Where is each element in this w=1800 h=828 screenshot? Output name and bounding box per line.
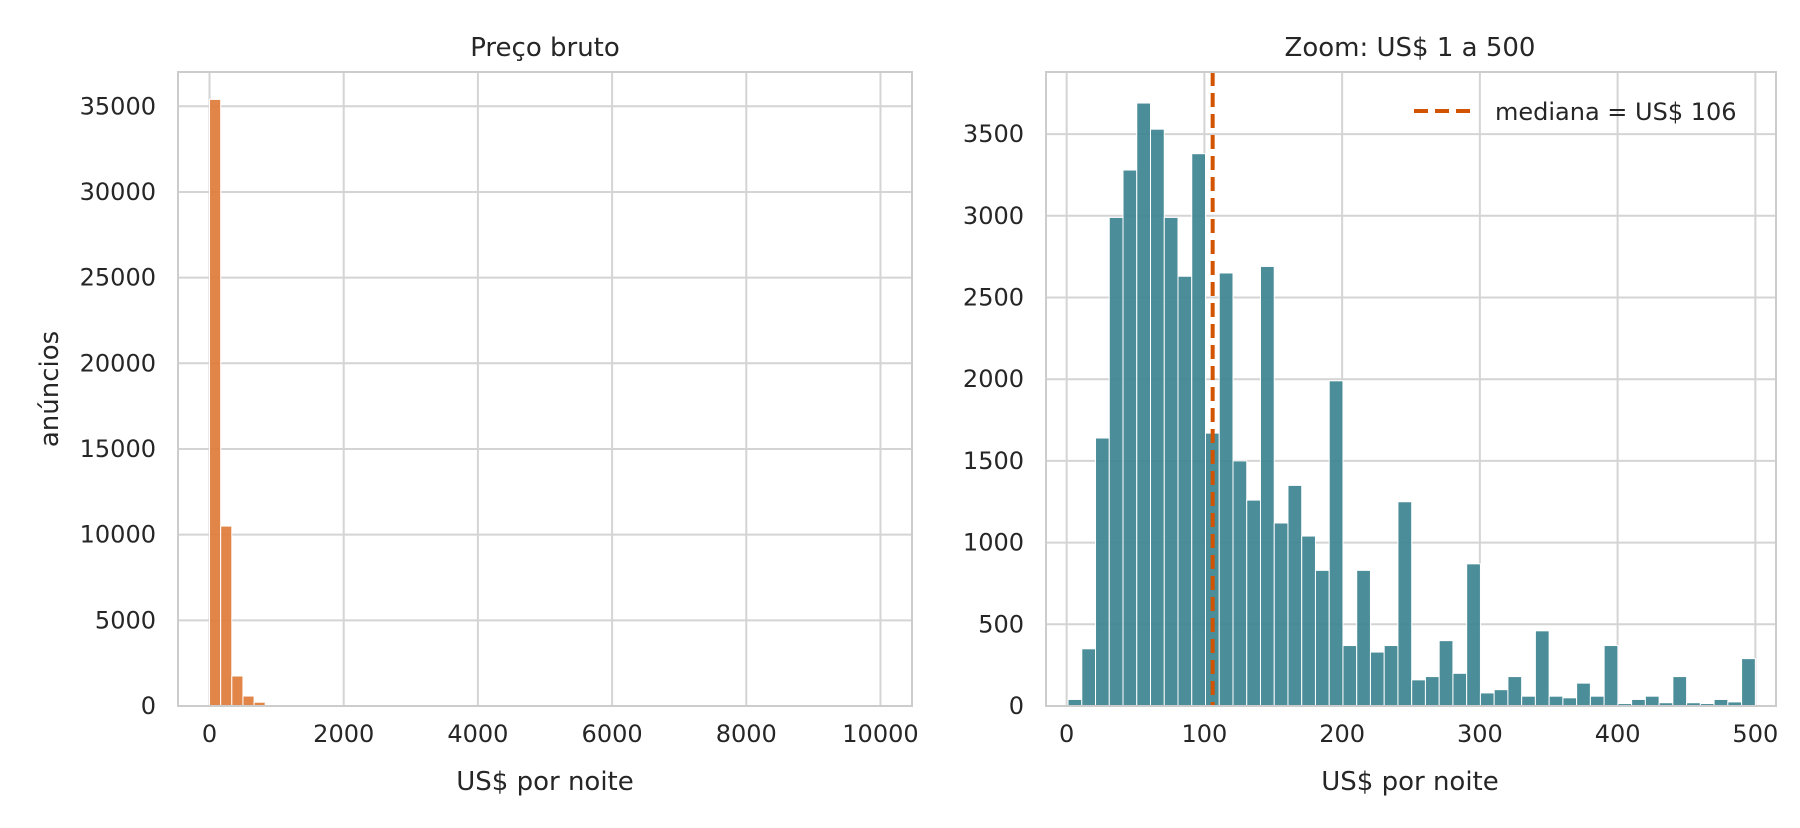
histogram-bar bbox=[1136, 102, 1152, 707]
histogram-bar bbox=[1589, 695, 1605, 707]
histogram-bar bbox=[1644, 695, 1660, 707]
histogram-bar bbox=[1328, 380, 1344, 707]
histogram-bar bbox=[1273, 522, 1289, 707]
histogram-bar bbox=[1108, 216, 1124, 707]
histogram-bar bbox=[231, 675, 244, 707]
x-tick-label: 8000 bbox=[716, 720, 777, 748]
histogram-bar bbox=[1246, 499, 1261, 707]
y-tick-label: 15000 bbox=[80, 435, 156, 463]
histogram-bar bbox=[1507, 676, 1523, 707]
y-tick-label: 10000 bbox=[80, 521, 156, 549]
histogram-bar bbox=[1314, 569, 1330, 707]
x-axis-label: US$ por noite bbox=[1321, 767, 1499, 797]
chart-title: Zoom: US$ 1 a 500 bbox=[1285, 33, 1536, 63]
histogram-bar bbox=[1287, 484, 1303, 707]
histogram-raw-price: Preço bruto 0 2000 4000 6000 8000 10000 0 5000… bbox=[35, 33, 919, 797]
x-tick-label: 4000 bbox=[447, 720, 508, 748]
plot-frame bbox=[1045, 71, 1777, 707]
y-tick-label: 500 bbox=[978, 610, 1024, 638]
histogram-bar bbox=[1534, 630, 1550, 707]
histogram-zoom: Zoom: US$ 1 a 500 mediana = US$ 106 0 100… bbox=[963, 33, 1778, 797]
x-tick-label: 0 bbox=[202, 720, 217, 748]
legend: mediana = US$ 106 bbox=[1414, 98, 1737, 126]
histogram-bar bbox=[1191, 153, 1206, 707]
y-tick-label: 20000 bbox=[80, 349, 156, 377]
histogram-bar bbox=[1259, 265, 1275, 707]
histogram-bar bbox=[1369, 651, 1385, 707]
histogram-bar bbox=[1356, 569, 1371, 707]
plot-frame bbox=[177, 71, 913, 707]
histogram-bar bbox=[1411, 679, 1426, 707]
x-tick-label: 6000 bbox=[582, 720, 643, 748]
x-tick-label: 10000 bbox=[842, 720, 918, 748]
y-tick-label: 2000 bbox=[963, 365, 1024, 393]
histogram-bar bbox=[1452, 672, 1468, 707]
histogram-bar bbox=[1218, 272, 1234, 707]
legend-label: mediana = US$ 106 bbox=[1495, 98, 1737, 126]
histogram-bar bbox=[1479, 692, 1495, 707]
y-tick-label: 3000 bbox=[963, 202, 1024, 230]
histogram-bar bbox=[1383, 645, 1399, 707]
y-tick-labels: 0 500 1000 1500 2000 2500 3000 3500 bbox=[963, 120, 1024, 720]
histogram-bar bbox=[1081, 648, 1097, 707]
histogram-bar bbox=[1122, 169, 1138, 707]
histogram-bar bbox=[1424, 676, 1440, 707]
x-axis-label: US$ por noite bbox=[456, 767, 634, 797]
histogram-bar bbox=[1150, 128, 1165, 707]
y-tick-label: 0 bbox=[1009, 692, 1024, 720]
x-tick-label: 200 bbox=[1319, 720, 1365, 748]
y-tick-labels: 0 5000 10000 15000 20000 25000 30000 35000 bbox=[80, 92, 156, 720]
histogram-bar bbox=[1301, 535, 1316, 707]
x-tick-label: 500 bbox=[1732, 720, 1778, 748]
y-tick-label: 1000 bbox=[963, 529, 1024, 557]
histogram-bar bbox=[1163, 216, 1179, 707]
x-tick-label: 400 bbox=[1595, 720, 1641, 748]
histogram-bar bbox=[220, 525, 233, 707]
histogram-bar bbox=[1562, 697, 1578, 707]
histogram-bar bbox=[1576, 682, 1591, 707]
histogram-bar bbox=[242, 695, 255, 707]
histogram-bar bbox=[1603, 645, 1619, 707]
y-tick-label: 0 bbox=[141, 692, 156, 720]
histogram-bar bbox=[1177, 275, 1193, 707]
histogram-bar bbox=[1342, 645, 1358, 707]
y-tick-label: 30000 bbox=[80, 178, 156, 206]
chart-title: Preço bruto bbox=[470, 33, 620, 63]
x-tick-label: 0 bbox=[1059, 720, 1074, 748]
y-tick-label: 25000 bbox=[80, 264, 156, 292]
x-tick-labels: 0 100 200 300 400 500 bbox=[1059, 720, 1778, 748]
histogram-bar bbox=[1741, 658, 1756, 707]
histogram-bar bbox=[1672, 676, 1688, 707]
x-tick-label: 2000 bbox=[313, 720, 374, 748]
histogram-bar bbox=[209, 98, 222, 707]
histogram-bar bbox=[1548, 695, 1564, 707]
y-tick-label: 1500 bbox=[963, 447, 1024, 475]
histogram-bar bbox=[1521, 695, 1536, 707]
y-tick-label: 5000 bbox=[95, 606, 156, 634]
histogram-bar bbox=[1095, 437, 1110, 707]
x-tick-labels: 0 2000 4000 6000 8000 10000 bbox=[202, 720, 919, 748]
y-tick-label: 2500 bbox=[963, 283, 1024, 311]
histogram-bar bbox=[1466, 563, 1481, 707]
histogram-bar bbox=[1493, 689, 1509, 707]
histogram-bar bbox=[1397, 501, 1413, 707]
x-tick-label: 100 bbox=[1181, 720, 1227, 748]
x-tick-label: 300 bbox=[1457, 720, 1503, 748]
histogram-bar bbox=[1232, 460, 1248, 707]
y-tick-label: 3500 bbox=[963, 120, 1024, 148]
y-tick-label: 35000 bbox=[80, 92, 156, 120]
y-axis-label: anúncios bbox=[35, 331, 65, 447]
histogram-bar bbox=[1438, 640, 1454, 707]
